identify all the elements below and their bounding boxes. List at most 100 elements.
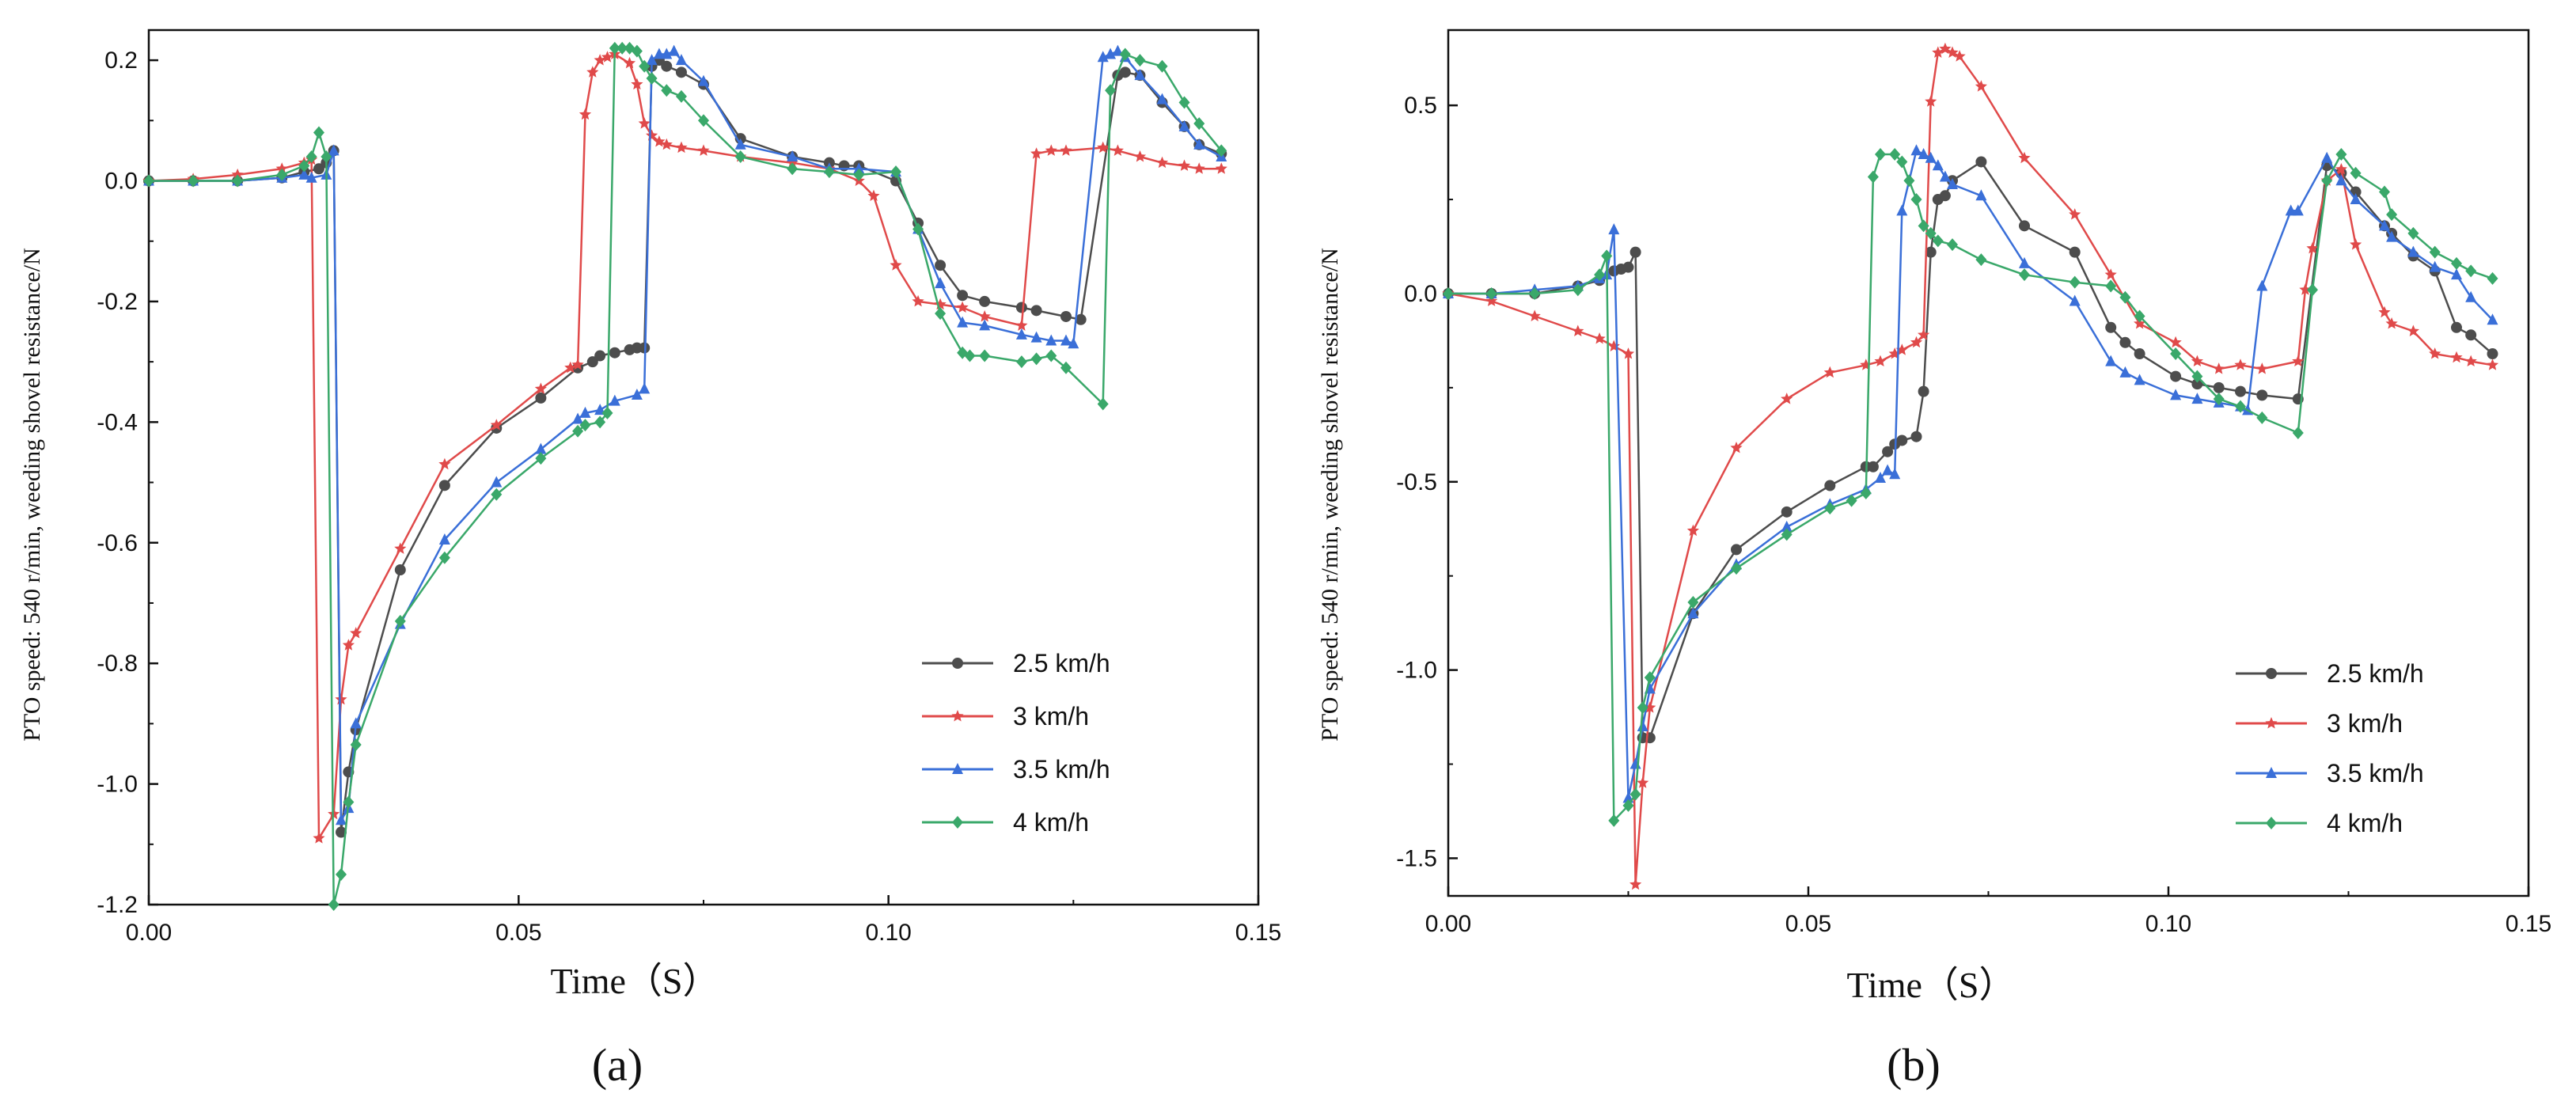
legend-entry: 3.5 km/h: [922, 755, 1110, 784]
data-point: [2335, 163, 2347, 175]
data-point: [853, 168, 865, 181]
x-tick-label: 0.05: [495, 920, 541, 946]
data-point: [572, 412, 584, 424]
data-point: [2191, 393, 2203, 404]
data-point: [1824, 480, 1836, 491]
data-point: [394, 564, 406, 576]
data-point: [1889, 468, 1901, 480]
data-point: [342, 639, 355, 651]
data-point: [890, 259, 902, 271]
x-tick-label: 0.15: [2506, 911, 2551, 937]
data-point: [1015, 355, 1027, 369]
data-point: [1601, 249, 1613, 263]
data-point: [2299, 283, 2312, 295]
data-point: [2169, 336, 2182, 348]
y-axis-label-b: PTO speed: 540 r/min, weeding shovel res…: [1317, 248, 1343, 742]
legend-label: 3.5 km/h: [1013, 755, 1110, 784]
data-point: [1629, 878, 1642, 890]
data-point: [1860, 487, 1872, 500]
data-point: [639, 59, 651, 73]
legend-marker: [2266, 668, 2277, 679]
data-point: [934, 298, 947, 310]
data-point: [653, 47, 665, 59]
legend-entry: 4 km/h: [2236, 809, 2403, 837]
data-point: [1932, 46, 1944, 58]
data-point: [1918, 328, 1930, 340]
data-point: [2213, 393, 2225, 406]
data-point: [675, 54, 687, 66]
data-point: [979, 319, 991, 331]
series-line: [1448, 149, 2494, 799]
data-point: [2307, 283, 2318, 297]
data-point: [1918, 385, 1929, 397]
data-point: [1045, 349, 1057, 362]
data-point: [660, 138, 673, 150]
data-point: [350, 738, 362, 752]
data-point: [1975, 189, 1987, 201]
data-point: [1485, 286, 1497, 300]
series-4-km-h: [1443, 147, 2498, 827]
data-point: [2487, 313, 2498, 325]
legend-entry: 2.5 km/h: [922, 649, 1110, 677]
data-point: [1529, 286, 1541, 300]
data-point: [912, 294, 924, 307]
legend-marker: [2266, 817, 2277, 829]
data-point: [734, 150, 746, 164]
data-point: [1644, 701, 1656, 713]
data-point: [2285, 204, 2297, 216]
data-point: [698, 74, 709, 86]
data-point: [2069, 294, 2081, 306]
legend-label: 3 km/h: [2327, 709, 2403, 738]
data-point: [336, 826, 347, 838]
data-point: [2385, 317, 2398, 329]
chart-panel-a: PTO speed: 540 r/min, weeding shovel res…: [19, 28, 1281, 1091]
data-point: [2429, 245, 2441, 259]
data-point: [1932, 159, 1944, 171]
x-axis-label-a: Time（S）: [550, 961, 719, 1001]
data-point: [232, 174, 244, 188]
data-point: [313, 163, 324, 175]
data-point: [2464, 355, 2477, 366]
data-point: [1097, 141, 1110, 154]
data-point: [1068, 337, 1079, 349]
data-point: [1882, 446, 1894, 457]
data-point: [2321, 151, 2333, 163]
x-tick-label: 0.10: [865, 920, 911, 946]
data-point: [2213, 362, 2225, 374]
data-point: [1608, 814, 1620, 827]
data-point: [1860, 359, 1872, 370]
data-point: [1896, 204, 1908, 216]
data-point: [2429, 347, 2441, 359]
data-point: [1947, 178, 1958, 190]
data-point: [1925, 246, 1937, 258]
data-point: [1215, 162, 1227, 174]
data-point: [1889, 147, 1901, 161]
y-tick-label: -1.0: [97, 772, 138, 798]
chart-panel-b: PTO speed: 540 r/min, weeding shovel res…: [1317, 28, 2551, 1091]
data-point: [1156, 93, 1168, 104]
data-point: [2321, 174, 2333, 188]
y-tick-label: -0.8: [97, 651, 138, 677]
data-point: [2234, 359, 2247, 370]
data-point: [2379, 185, 2390, 199]
data-point: [2451, 256, 2462, 270]
data-point: [2191, 378, 2203, 390]
data-point: [188, 174, 199, 188]
data-point: [609, 394, 620, 406]
y-tick-label: 0.2: [104, 47, 138, 74]
data-point: [2213, 381, 2225, 393]
data-point: [1045, 334, 1057, 346]
data-point: [631, 78, 643, 90]
data-point: [661, 60, 673, 72]
data-point: [1134, 54, 1146, 67]
y-tick-label: 0.0: [104, 169, 138, 195]
data-point: [2306, 241, 2319, 254]
data-point: [1111, 144, 1124, 156]
data-point: [534, 382, 547, 394]
data-point: [336, 814, 347, 825]
data-point: [675, 141, 688, 154]
data-point: [2386, 208, 2398, 222]
data-point: [1133, 150, 1147, 162]
data-point: [1731, 562, 1742, 575]
data-point: [1910, 144, 1922, 156]
